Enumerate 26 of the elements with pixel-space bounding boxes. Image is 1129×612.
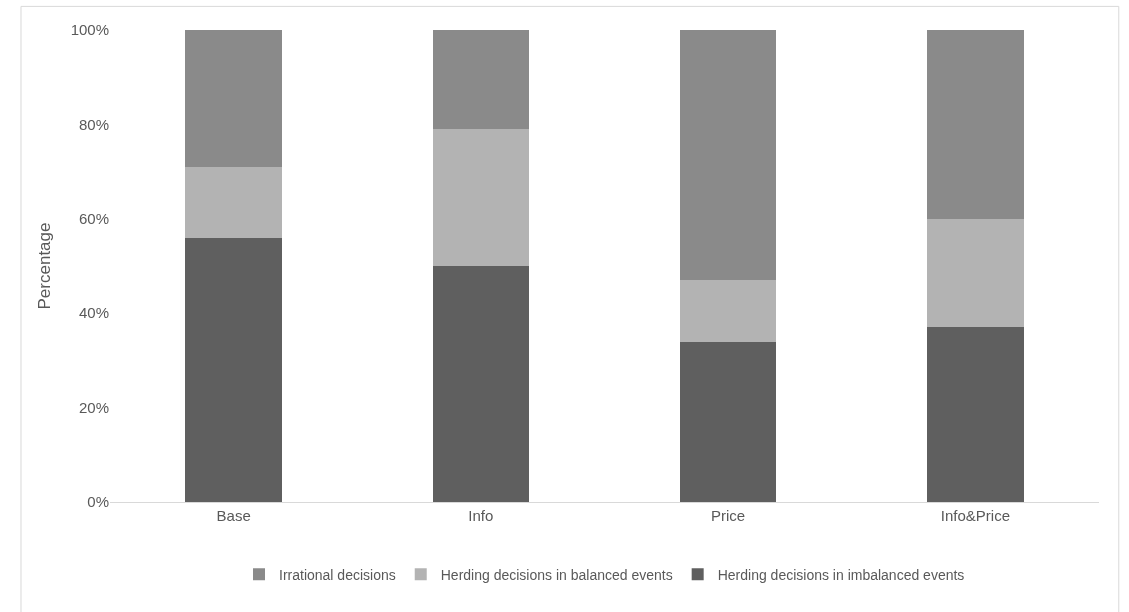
bar: [432, 30, 530, 130]
x-tick-label: Info: [468, 507, 494, 524]
bar: [927, 30, 1024, 219]
bar: [185, 30, 282, 167]
bar: [185, 166, 282, 238]
legend-label: Irrational decisions: [279, 566, 396, 583]
legend-label: Herding decisions in imbalanced events: [717, 566, 965, 583]
y-tick-label: 40%: [78, 304, 109, 322]
y-tick-label: 100%: [70, 21, 109, 39]
y-tick-label: 20%: [78, 398, 109, 416]
bar: [432, 266, 530, 502]
bar: [679, 30, 777, 281]
bar: [432, 129, 530, 266]
y-tick-label: 0%: [87, 493, 109, 511]
bar: [679, 280, 777, 342]
x-tick-label: Price: [711, 507, 746, 524]
bar: [679, 341, 777, 502]
y-axis-title: Percentage: [35, 222, 55, 310]
bar: [927, 327, 1024, 502]
x-tick-label: Info&Price: [940, 507, 1010, 524]
y-tick-label: 80%: [78, 115, 109, 133]
x-tick-label: Base: [216, 507, 251, 524]
y-tick-label: 60%: [78, 210, 109, 228]
bar: [927, 218, 1024, 328]
legend-label: Herding decisions in balanced events: [440, 566, 673, 583]
bar: [185, 237, 282, 502]
